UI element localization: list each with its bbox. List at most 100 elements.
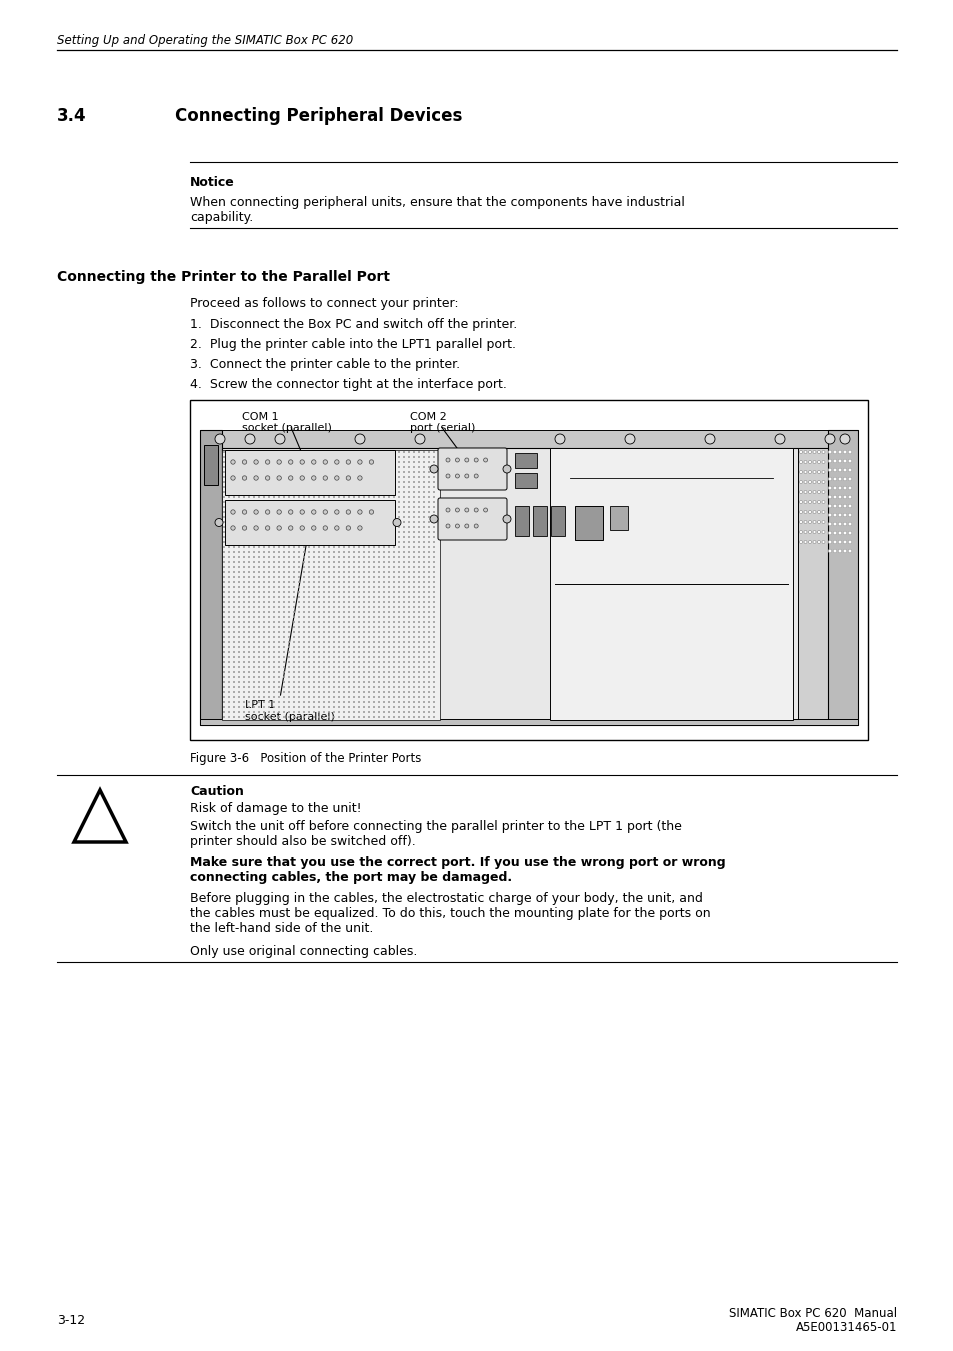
Circle shape [393,716,395,717]
Circle shape [257,540,260,543]
Circle shape [348,490,350,493]
Circle shape [288,646,290,648]
Circle shape [377,636,379,638]
Circle shape [313,457,314,458]
Circle shape [353,476,355,478]
Circle shape [343,531,345,534]
Circle shape [223,666,225,667]
Circle shape [402,716,405,717]
Circle shape [297,581,299,584]
Circle shape [248,521,250,523]
Circle shape [288,490,290,493]
Circle shape [433,457,435,458]
Circle shape [257,631,260,634]
Circle shape [313,546,314,549]
Circle shape [408,681,410,684]
Circle shape [248,576,250,578]
Circle shape [268,561,270,563]
Circle shape [308,626,310,628]
Circle shape [237,466,240,467]
Circle shape [422,507,424,508]
Circle shape [263,557,265,558]
Circle shape [353,701,355,703]
Circle shape [433,666,435,667]
Circle shape [248,601,250,603]
Circle shape [293,701,294,703]
Circle shape [263,590,265,593]
Circle shape [237,686,240,688]
Circle shape [268,651,270,653]
Circle shape [422,536,424,538]
Circle shape [243,536,245,538]
Circle shape [413,526,415,528]
Circle shape [428,666,430,667]
Circle shape [353,561,355,563]
Circle shape [397,576,399,578]
Circle shape [253,701,254,703]
Circle shape [233,557,234,558]
Circle shape [303,626,305,628]
Circle shape [422,496,424,499]
Circle shape [388,521,390,523]
Circle shape [428,561,430,563]
Circle shape [308,631,310,634]
Circle shape [799,490,801,493]
Text: SIMATIC Box PC 620  Manual: SIMATIC Box PC 620 Manual [728,1306,896,1320]
Circle shape [233,651,234,653]
Circle shape [248,676,250,678]
Circle shape [303,631,305,634]
Circle shape [393,671,395,673]
Circle shape [233,711,234,713]
Circle shape [268,536,270,538]
Circle shape [348,461,350,463]
Circle shape [317,466,319,467]
Circle shape [413,707,415,708]
Circle shape [337,490,339,493]
Circle shape [363,616,365,617]
Circle shape [821,481,824,484]
Circle shape [257,701,260,703]
Circle shape [248,646,250,648]
Circle shape [368,516,370,517]
Text: Make sure that you use the correct port. If you use the wrong port or wrong: Make sure that you use the correct port.… [190,857,725,869]
Circle shape [303,581,305,584]
Circle shape [464,524,468,528]
Circle shape [253,711,254,713]
Circle shape [343,466,345,467]
Circle shape [353,676,355,678]
Circle shape [283,526,285,528]
Circle shape [228,551,230,553]
Circle shape [328,581,330,584]
Circle shape [357,707,359,708]
Circle shape [357,501,359,503]
Circle shape [293,586,294,588]
Circle shape [268,636,270,638]
Circle shape [413,676,415,678]
Circle shape [402,671,405,673]
Circle shape [397,701,399,703]
Circle shape [343,486,345,488]
Circle shape [373,640,375,643]
Circle shape [303,481,305,484]
Circle shape [397,486,399,488]
Circle shape [237,551,240,553]
Circle shape [313,707,314,708]
Circle shape [283,561,285,563]
Circle shape [353,490,355,493]
Circle shape [377,696,379,698]
Circle shape [223,490,225,493]
Circle shape [413,451,415,453]
Circle shape [377,640,379,643]
Circle shape [223,507,225,508]
Circle shape [248,451,250,453]
Circle shape [323,561,325,563]
Circle shape [363,707,365,708]
Circle shape [377,681,379,684]
Circle shape [328,526,330,528]
Circle shape [803,540,806,543]
Circle shape [413,536,415,538]
Circle shape [303,451,305,453]
Circle shape [233,490,234,493]
Circle shape [223,551,225,553]
Circle shape [268,490,270,493]
